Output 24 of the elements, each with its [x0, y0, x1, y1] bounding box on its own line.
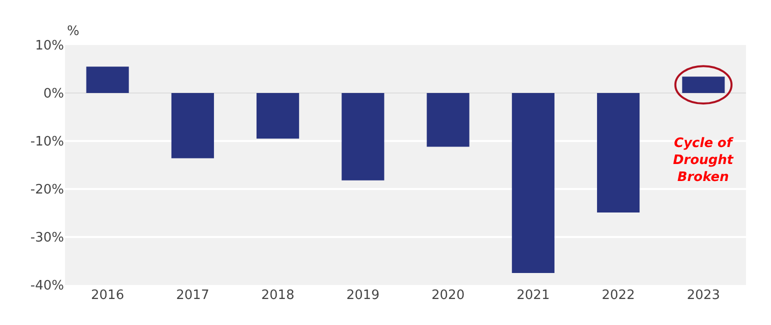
- annotation: Cycle of Drought Broken: [673, 136, 734, 185]
- y-axis-title: %: [67, 24, 80, 39]
- bar: [597, 93, 640, 213]
- bar: [86, 66, 129, 93]
- bar: [342, 93, 384, 180]
- x-tick-label: 2023: [686, 288, 720, 303]
- y-tick-label: -20%: [30, 182, 64, 198]
- y-tick-label: -40%: [30, 278, 64, 294]
- bar: [512, 93, 554, 273]
- x-tick-label: 2019: [346, 288, 380, 303]
- bar: [682, 76, 725, 93]
- x-tick-label: 2018: [261, 288, 294, 303]
- y-tick-label: -30%: [30, 230, 64, 246]
- x-tick-label: 2017: [176, 288, 210, 303]
- y-tick-label: 0%: [43, 86, 64, 102]
- x-tick-label: 2016: [91, 288, 124, 303]
- x-tick-label: 2020: [432, 288, 465, 303]
- y-tick-label: 10%: [35, 38, 64, 54]
- bar: [256, 93, 300, 139]
- x-tick-label: 2022: [602, 288, 635, 303]
- x-tick-label: 2021: [516, 288, 550, 303]
- bar: [171, 93, 214, 158]
- y-tick-label: -10%: [30, 134, 64, 150]
- bar: [426, 93, 470, 147]
